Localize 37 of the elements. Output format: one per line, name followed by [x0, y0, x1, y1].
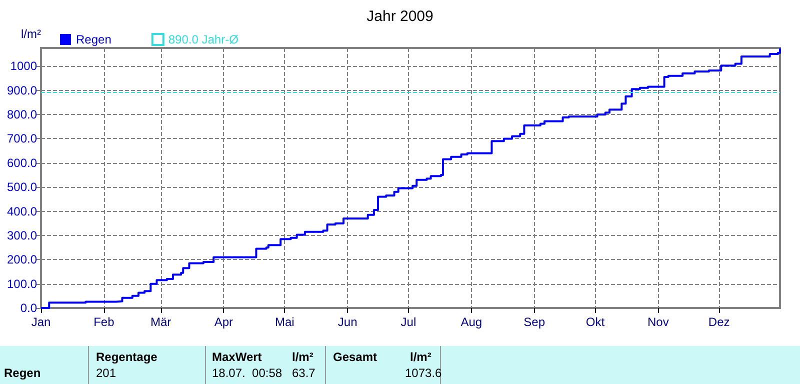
y-tick-label: 500.0: [6, 180, 38, 194]
x-tick-label: Mär: [150, 315, 172, 329]
y-tick-label: 1000: [10, 59, 38, 74]
x-tick-label: Mai: [274, 315, 294, 329]
text: Regentage: [96, 350, 158, 364]
text: 201: [96, 366, 116, 380]
text: 1073.6: [405, 366, 442, 380]
y-tick-label: 900.0: [6, 83, 38, 98]
x-tick-label: Okt: [586, 315, 606, 329]
x-tick-label: Nov: [648, 315, 669, 329]
y-tick-label: 200.0: [6, 252, 38, 267]
text: Gesamt: [333, 350, 378, 364]
x-tick-label: Sep: [524, 315, 546, 329]
y-tick-label: 800.0: [6, 108, 38, 122]
y-tick-label: 100.0: [6, 276, 38, 291]
y-tick-label: 400.0: [6, 204, 38, 218]
y-tick-label: 600.0: [6, 156, 38, 170]
text: 63.7: [292, 366, 316, 380]
text: l/m²: [292, 350, 314, 364]
x-tick-label: Jul: [400, 315, 416, 329]
y-axis-title: l/m²: [21, 27, 41, 41]
text: MaxWert: [212, 350, 262, 364]
y-tick-label: 700.0: [6, 132, 38, 146]
x-tick-label: Feb: [94, 315, 115, 329]
x-tick-label: Jan: [31, 315, 51, 329]
x-tick-label: Aug: [460, 315, 482, 329]
x-tick-label: Apr: [214, 315, 234, 329]
y-tick-label: 0.0: [20, 301, 38, 315]
text: l/m²: [410, 350, 432, 364]
chart-title: Jahr 2009: [366, 8, 434, 25]
x-tick-label: Dez: [708, 315, 730, 329]
x-tick-label: Jun: [338, 315, 358, 329]
text: Regen: [4, 366, 41, 380]
legend-label: 890.0 Jahr-Ø: [168, 32, 238, 46]
text: 18.07. 00:58: [212, 366, 282, 380]
y-tick-label: 300.0: [6, 228, 38, 242]
legend-label: Regen: [76, 32, 112, 46]
